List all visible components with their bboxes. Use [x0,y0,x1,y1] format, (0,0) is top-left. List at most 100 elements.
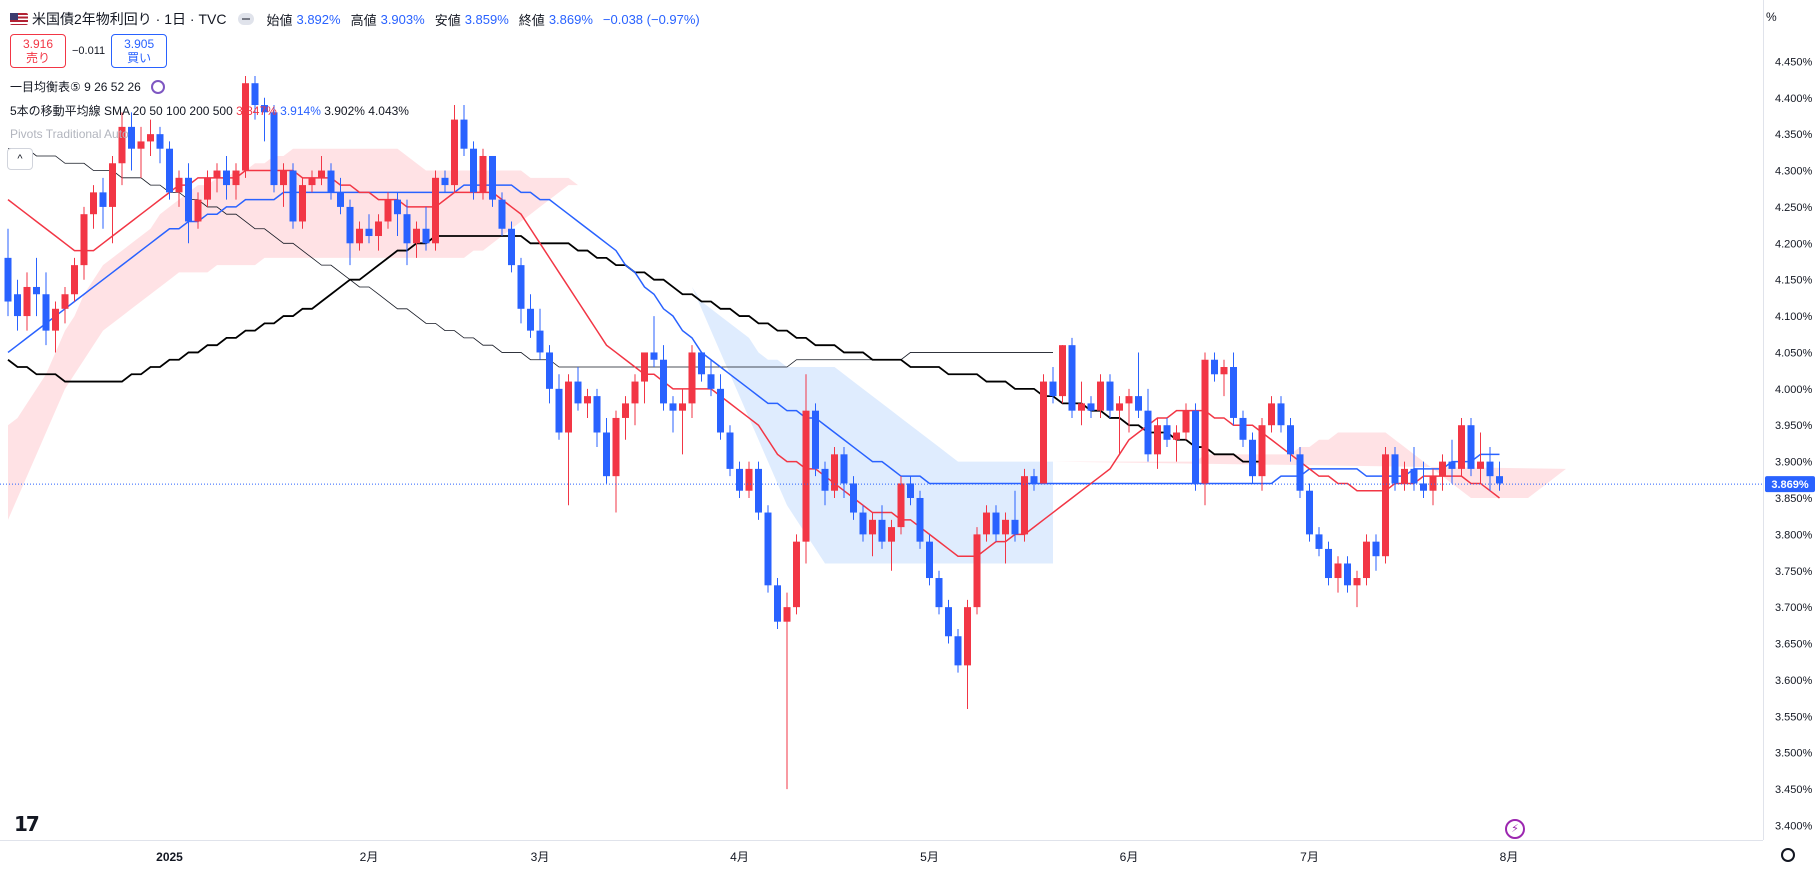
candle-body [109,163,116,207]
candle-body [1087,403,1095,411]
time-axis[interactable] [0,840,1763,875]
candle-body [660,359,667,404]
y-tick-label: 3.900% [1775,457,1813,469]
candle-body [251,83,259,106]
candle-body [850,483,857,513]
candle-body [280,170,287,186]
candle-body [821,468,829,491]
candle-body [356,228,363,244]
candle-body [194,199,202,222]
candle-body [1239,417,1247,440]
sma-legend[interactable]: 5本の移動平均線 SMA 20 50 100 200 500 3.847% 3.… [10,102,409,119]
ichimoku-legend[interactable]: 一目均衡表⑤ 9 26 52 26 [10,78,165,95]
candle-body [1163,425,1171,440]
candle-body [1296,454,1304,491]
candle-body [261,105,268,113]
candle-body [232,170,240,186]
y-tick-label: 3.500% [1775,748,1813,760]
candle-body [1021,476,1028,535]
y-tick-label: 3.800% [1775,529,1813,541]
y-tick-label: 4.200% [1775,238,1813,250]
x-tick-label: 4月 [730,850,749,864]
candle-body [935,578,943,608]
candle-body [327,170,335,193]
ichimoku-label: 一目均衡表⑤ 9 26 52 26 [10,80,141,94]
candle-body [33,286,40,295]
y-tick-label: 4.450% [1775,56,1813,68]
candle-body [1363,541,1370,579]
candle-body [147,134,154,142]
sell-label: 売り [25,51,50,65]
candle-body [650,352,658,360]
y-tick-label: 3.650% [1775,639,1813,651]
sma-value-2: 3.914% [280,104,321,118]
candle-body [1439,461,1446,477]
candle-body [802,410,810,542]
candle-body [1125,396,1133,404]
candle-body [745,468,753,491]
buy-button[interactable]: 3.905 買い [111,34,168,68]
candle-body [527,308,534,331]
visibility-toggle-icon[interactable] [238,13,255,25]
candle-body [1116,403,1123,411]
candle-body [42,294,50,331]
candle-body [603,432,610,477]
candle-body [859,512,867,535]
candle-body [1002,519,1009,535]
symbol-title[interactable]: 米国債2年物利回り · 1日 · TVC [32,11,227,27]
candle-body [1382,454,1389,557]
candle-body [1049,381,1057,397]
candle-body [1030,476,1038,484]
us-flag-icon [10,13,28,25]
candle-body [869,519,876,535]
y-tick-label: 3.450% [1775,784,1813,796]
tradingview-logo-icon[interactable]: 17 [14,812,40,836]
candle-body [679,403,686,411]
candle-body [812,410,819,469]
candle-body [1249,439,1256,477]
sma-label: 5本の移動平均線 SMA 20 50 100 200 500 [10,104,233,118]
price-axis[interactable] [1763,0,1819,840]
pivots-label: Pivots Traditional Auto [10,127,129,141]
candle-body [546,352,553,389]
candle-body [973,534,981,608]
candle-body [774,585,781,622]
candle-body [983,512,990,535]
collapse-legend-button[interactable]: ^ [7,148,33,170]
candle-body [99,192,107,207]
candle-body [1135,396,1142,411]
candle-body [517,265,525,309]
candle-body [432,177,439,244]
ichimoku-cloud-red [8,148,673,520]
candle-body [736,468,743,491]
candle-body [318,170,325,178]
candle-body [204,177,211,200]
y-tick-label: 4.000% [1775,384,1813,396]
candle-body [242,83,249,171]
candle-body [1325,548,1332,579]
symbol-legend[interactable]: 米国債2年物利回り · 1日 · TVC 始値 3.892% 高値 3.903% 安… [10,9,700,29]
candle-body [536,330,544,353]
y-tick-label: 3.550% [1775,711,1813,723]
candle-body [783,607,791,622]
candle-body [346,206,354,244]
settings-gear-icon[interactable] [1781,848,1795,862]
ichimoku-cloud-red-2 [1053,432,1566,498]
candle-body [840,454,848,484]
candle-body [470,148,477,193]
y-tick-label: 4.350% [1775,129,1813,141]
unit-label[interactable]: % [1766,10,1777,24]
candle-body [555,388,563,433]
trade-buttons: 3.916 売り −0.011 3.905 買い [10,34,168,68]
candle-body [888,527,895,542]
lightning-icon[interactable]: ⚡ [1505,819,1525,839]
low-label: 安値 [434,12,461,28]
candle-body [441,177,449,186]
candle-body [128,126,135,149]
sell-button[interactable]: 3.916 売り [10,34,66,68]
candle-body [1372,541,1380,557]
pivots-legend[interactable]: Pivots Traditional Auto [10,127,129,141]
sell-price: 3.916 [22,37,54,51]
